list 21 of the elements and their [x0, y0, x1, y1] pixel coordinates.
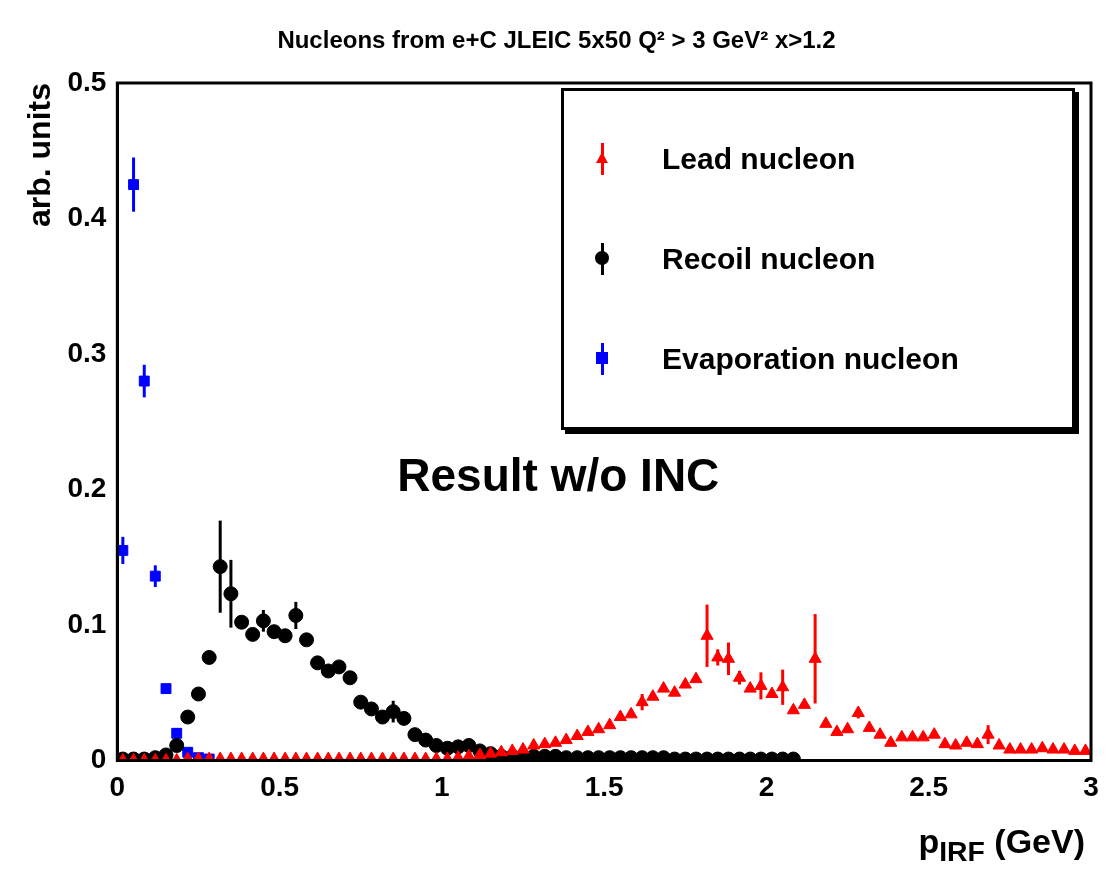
y-tick-label: 0.1 — [67, 607, 107, 639]
y-axis-title: arb. units — [21, 83, 58, 228]
point — [160, 683, 172, 695]
x-tick-label: 1.5 — [584, 770, 624, 802]
y-tick-label: 0.2 — [67, 472, 107, 504]
x-tick-label: 1 — [434, 770, 450, 802]
x-tick-label: 2 — [758, 770, 775, 802]
y-tick-label: 0.3 — [67, 336, 107, 368]
legend-label: Evaporation nucleon — [662, 342, 959, 376]
legend-label: Recoil nucleon — [662, 242, 876, 276]
y-tick-label: 0.5 — [67, 65, 107, 97]
y-tick-label: 0 — [90, 743, 107, 775]
x-tick-label: 0.5 — [260, 770, 300, 802]
annotation: Result w/o INC — [397, 448, 720, 502]
legend-label: Lead nucleon — [662, 142, 856, 176]
x-axis-title: p$_{IRF}$ (GeV) — [918, 822, 1085, 868]
x-tick-label: 2.5 — [909, 770, 949, 802]
point — [171, 727, 183, 739]
chart-title: Nucleons from e+C JLEIC 5x50 Q² > 3 GeV² x>1.2 — [276, 26, 837, 54]
x-tick-label: 3 — [1083, 770, 1099, 802]
y-tick-label: 0.4 — [67, 201, 107, 233]
